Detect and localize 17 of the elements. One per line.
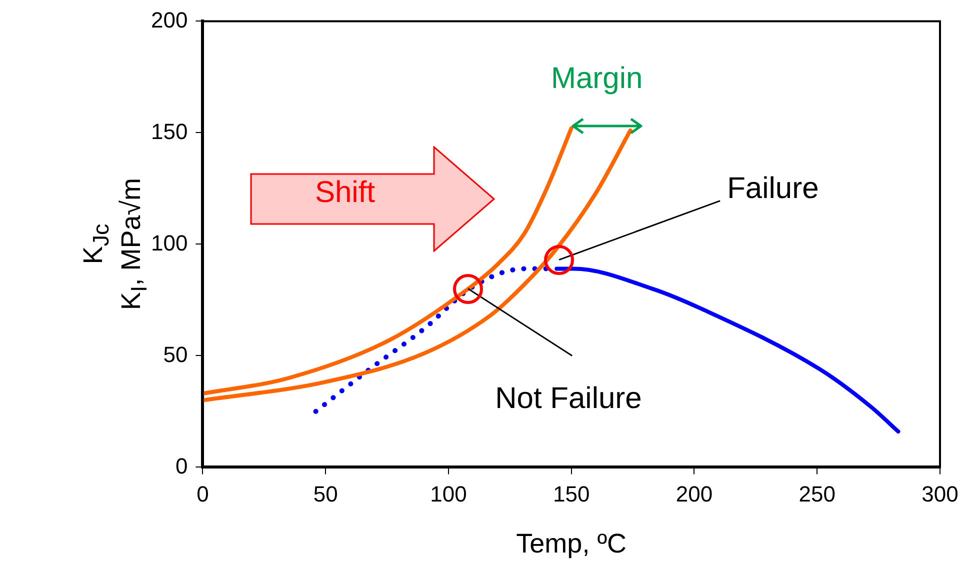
- annotation: Not Failure: [495, 382, 642, 416]
- y-tick-label: 200: [150, 7, 188, 32]
- annotation: Margin: [551, 62, 643, 96]
- x-tick-label: 200: [676, 481, 713, 506]
- x-tick-label: 0: [196, 481, 209, 506]
- x-tick-label: 300: [922, 481, 958, 506]
- x-tick-label: 100: [430, 481, 467, 506]
- x-axis-title: Temp, ºC: [516, 528, 627, 558]
- y-tick-label: 50: [163, 342, 188, 367]
- y-tick-label: 150: [150, 118, 188, 144]
- annotation: Failure: [727, 172, 819, 206]
- x-tick-label: 250: [798, 481, 836, 506]
- x-tick-label: 50: [313, 481, 338, 506]
- y-tick-label: 100: [150, 230, 188, 256]
- y-tick-label: 0: [175, 453, 188, 478]
- x-tick-label: 150: [552, 481, 590, 506]
- annotation: Shift: [314, 176, 376, 210]
